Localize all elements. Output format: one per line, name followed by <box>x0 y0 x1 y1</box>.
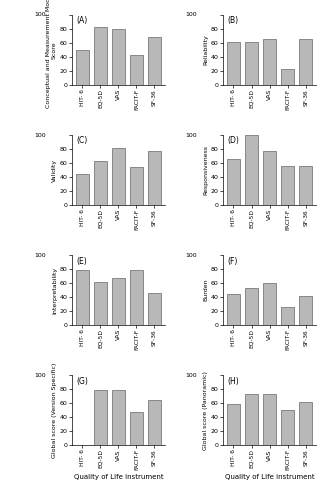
Y-axis label: Global score (Version Specific): Global score (Version Specific) <box>52 362 57 458</box>
Text: 100: 100 <box>34 252 46 258</box>
Text: (E): (E) <box>76 256 87 266</box>
Y-axis label: Validity: Validity <box>52 158 57 182</box>
Bar <box>112 278 125 325</box>
Bar <box>130 56 143 85</box>
Bar <box>227 404 240 445</box>
Text: (A): (A) <box>76 16 88 26</box>
Bar <box>148 38 161 85</box>
Bar <box>112 148 125 205</box>
Text: 100: 100 <box>185 252 197 258</box>
Bar <box>299 40 312 85</box>
Bar <box>281 308 294 325</box>
Bar <box>94 161 107 205</box>
Text: (B): (B) <box>228 16 239 26</box>
Bar <box>245 135 258 205</box>
Bar <box>94 282 107 325</box>
Y-axis label: Global score (Panoramic): Global score (Panoramic) <box>203 370 208 450</box>
Bar <box>227 160 240 205</box>
Bar <box>263 151 276 205</box>
Y-axis label: Conceptual and Measurement Model
Score: Conceptual and Measurement Model Score <box>46 0 57 108</box>
Bar <box>94 27 107 85</box>
Bar <box>76 174 89 205</box>
Bar <box>245 42 258 85</box>
Bar <box>281 410 294 445</box>
Bar <box>263 283 276 325</box>
Text: 100: 100 <box>34 132 46 138</box>
Bar <box>245 394 258 445</box>
Bar <box>76 270 89 325</box>
Bar <box>299 296 312 325</box>
Bar <box>112 29 125 85</box>
Bar <box>245 288 258 325</box>
Bar <box>130 412 143 445</box>
Bar <box>148 293 161 325</box>
Text: (G): (G) <box>76 376 88 386</box>
Bar <box>112 390 125 445</box>
Text: (F): (F) <box>228 256 238 266</box>
Bar <box>299 402 312 445</box>
Bar <box>281 166 294 205</box>
Bar <box>227 294 240 325</box>
Bar <box>130 167 143 205</box>
Bar <box>263 394 276 445</box>
Text: 100: 100 <box>34 372 46 378</box>
Text: (D): (D) <box>228 136 239 145</box>
Text: 100: 100 <box>185 12 197 18</box>
Bar <box>94 390 107 445</box>
Text: 100: 100 <box>185 132 197 138</box>
Text: 100: 100 <box>34 12 46 18</box>
Bar <box>227 42 240 85</box>
Bar <box>130 270 143 325</box>
Y-axis label: Interpretability: Interpretability <box>52 266 57 314</box>
Y-axis label: Burden: Burden <box>203 278 208 301</box>
Text: (H): (H) <box>228 376 239 386</box>
Bar <box>76 50 89 85</box>
Y-axis label: Reliability: Reliability <box>203 34 208 66</box>
Bar <box>148 151 161 205</box>
X-axis label: Quality of Life instrument: Quality of Life instrument <box>225 474 314 480</box>
Text: 100: 100 <box>185 372 197 378</box>
Bar <box>263 40 276 85</box>
Y-axis label: Responsiveness: Responsiveness <box>203 145 208 195</box>
Bar <box>148 400 161 445</box>
Bar <box>299 166 312 205</box>
X-axis label: Quality of Life instrument: Quality of Life instrument <box>74 474 163 480</box>
Bar <box>281 68 294 85</box>
Text: (C): (C) <box>76 136 88 145</box>
